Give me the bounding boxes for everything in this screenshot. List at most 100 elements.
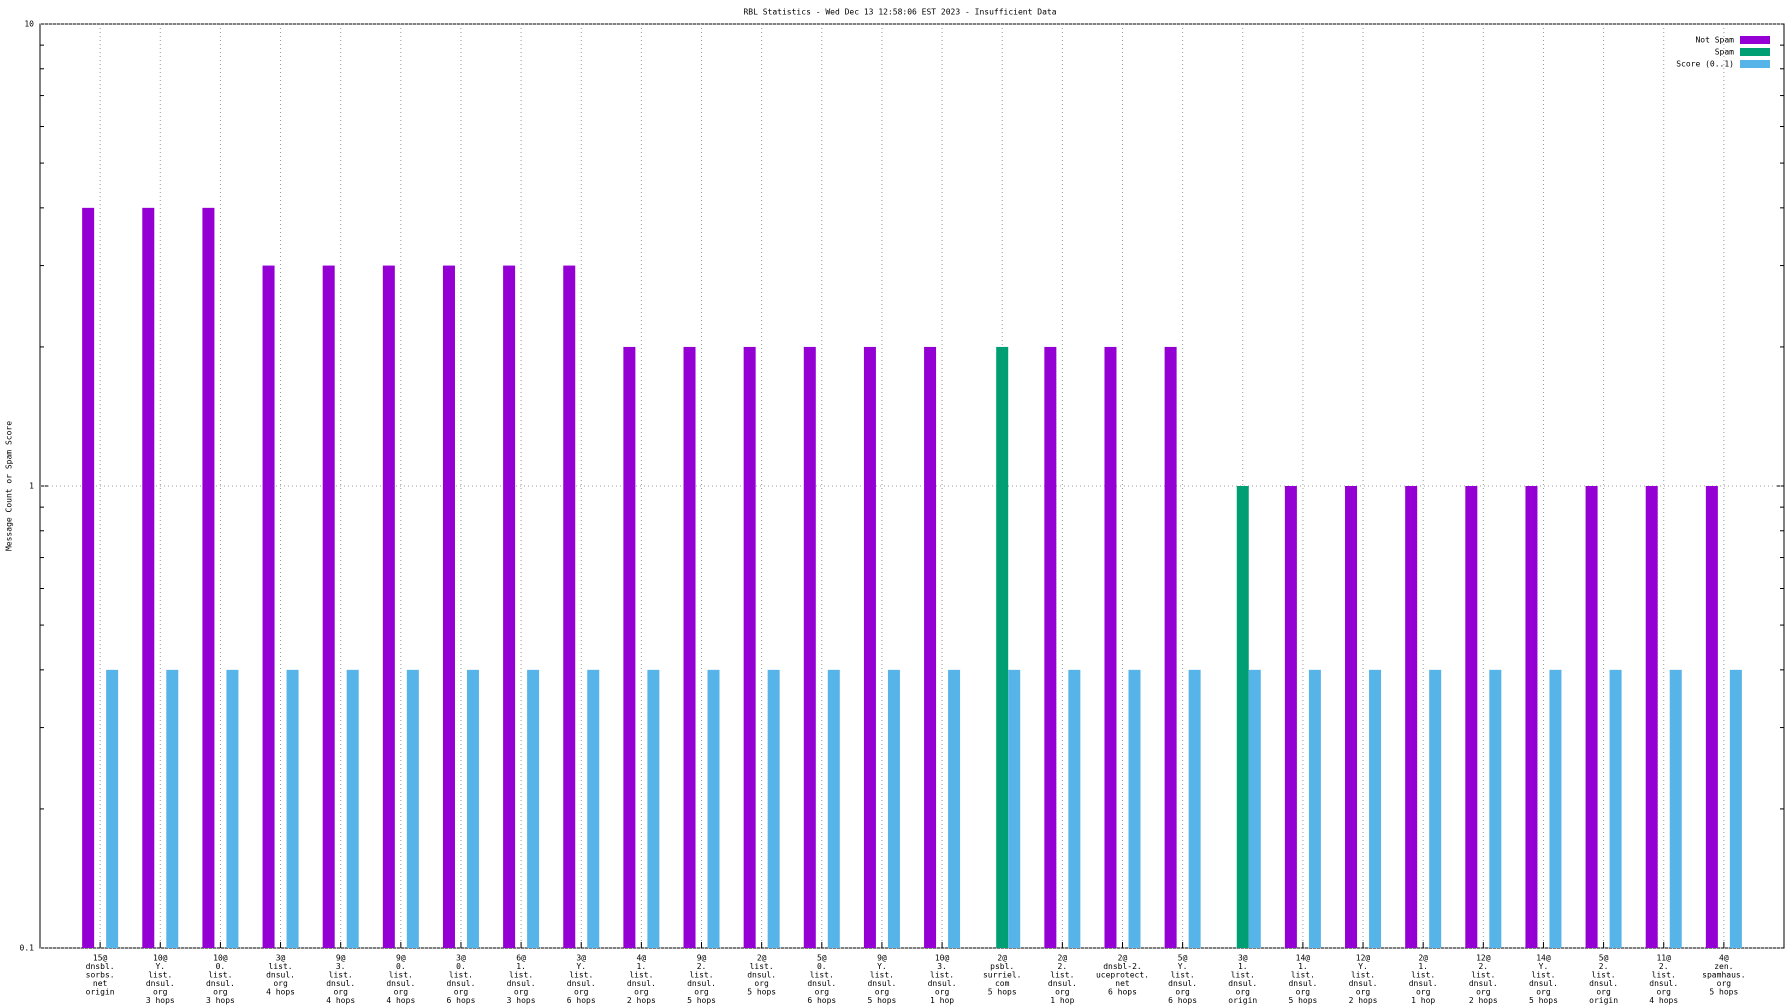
bar [1585, 486, 1598, 948]
x-tick-label: 5@ [1599, 954, 1609, 963]
chart-title: RBL Statistics - Wed Dec 13 12:58:06 EST… [743, 8, 1056, 17]
x-tick-label: 2@ [757, 954, 767, 963]
x-tick-label: dnsbl-2. [1103, 962, 1142, 971]
x-tick-label: list. [269, 962, 293, 971]
x-tick-label: org [1055, 988, 1070, 997]
x-tick-label: dnsul. [1228, 979, 1257, 988]
bar [1068, 669, 1081, 948]
x-tick-label: dnsul. [567, 979, 596, 988]
x-tick-label: 9@ [877, 954, 887, 963]
bar [1308, 669, 1321, 948]
bar [262, 265, 275, 949]
x-tick-label: 3 hops [146, 996, 175, 1005]
x-tick-label: dnsul. [1048, 979, 1077, 988]
x-tick-label: 4 hops [326, 996, 355, 1005]
x-tick-label: Y. [1178, 962, 1188, 971]
x-tick-label: 2@ [1118, 954, 1128, 963]
x-tick-label: net [1115, 979, 1130, 988]
x-tick-label: 0. [216, 962, 226, 971]
x-tick-label: 1. [637, 962, 647, 971]
x-tick-label: 5 hops [747, 988, 776, 997]
x-tick-label: 3@ [276, 954, 286, 963]
x-tick-label: Y. [1539, 962, 1549, 971]
x-tick-label: org [694, 988, 709, 997]
x-tick-label: dnsul. [867, 979, 896, 988]
legend-swatch [1740, 48, 1770, 56]
x-tick-label: 5 hops [867, 996, 896, 1005]
x-tick-label: list. [569, 971, 593, 980]
x-tick-label: 6@ [516, 954, 526, 963]
x-tick-label: 5 hops [1529, 996, 1558, 1005]
x-tick-label: 3 hops [507, 996, 536, 1005]
bar [767, 669, 780, 948]
x-tick-label: 4@ [637, 954, 647, 963]
x-tick-label: dnsul. [146, 979, 175, 988]
x-tick-label: 6 hops [1168, 996, 1197, 1005]
x-tick-label: dnsul. [266, 971, 295, 980]
bar [142, 207, 155, 949]
x-tick-label: 2@ [997, 954, 1007, 963]
bar [1236, 486, 1249, 948]
x-tick-label: com [995, 979, 1010, 988]
x-tick-label: org [333, 988, 348, 997]
bar [503, 265, 516, 949]
bar [106, 669, 119, 948]
x-tick-label: org [514, 988, 529, 997]
x-tick-label: 5 hops [687, 996, 716, 1005]
x-tick-label: dnsul. [807, 979, 836, 988]
x-tick-label: org [1656, 988, 1671, 997]
bar [743, 346, 756, 948]
x-tick-label: org [454, 988, 469, 997]
bar [527, 669, 540, 948]
bar [1044, 346, 1057, 948]
x-tick-label: 5 hops [1288, 996, 1317, 1005]
x-tick-label: 1. [1238, 962, 1248, 971]
x-tick-label: 2. [1058, 962, 1068, 971]
x-tick-label: list. [1652, 971, 1676, 980]
x-tick-label: org [213, 988, 228, 997]
x-tick-label: 3@ [1238, 954, 1248, 963]
bar [1705, 486, 1718, 948]
x-tick-label: list. [689, 971, 713, 980]
x-tick-label: 2. [697, 962, 707, 971]
x-tick-label: Y. [877, 962, 887, 971]
bar [1104, 346, 1117, 948]
bar [1609, 669, 1622, 948]
x-tick-label: 10@ [935, 954, 950, 963]
x-tick-label: org [1717, 979, 1732, 988]
x-tick-label: org [1536, 988, 1551, 997]
bar [1405, 486, 1418, 948]
x-tick-label: list. [1592, 971, 1616, 980]
x-tick-label: 4@ [1719, 954, 1729, 963]
x-tick-label: org [935, 988, 950, 997]
x-tick-label: 0. [396, 962, 406, 971]
x-tick-label: dnsul. [627, 979, 656, 988]
x-tick-label: list. [1471, 971, 1495, 980]
bar [322, 265, 335, 949]
x-tick-label: org [754, 979, 769, 988]
x-tick-label: dnsbl. [86, 962, 115, 971]
y-axis-label: Message Count or Spam Score [5, 421, 14, 551]
x-tick-label: dnsul. [386, 979, 415, 988]
x-tick-label: org [574, 988, 589, 997]
x-tick-label: dnsul. [1589, 979, 1618, 988]
x-tick-label: list. [329, 971, 353, 980]
x-tick-label: list. [389, 971, 413, 980]
bar [1345, 486, 1358, 948]
bar [346, 669, 359, 948]
x-tick-label: org [815, 988, 830, 997]
x-tick-label: 9@ [396, 954, 406, 963]
legend-swatch [1740, 60, 1770, 68]
bar [827, 669, 840, 948]
x-tick-label: list. [1351, 971, 1375, 980]
x-tick-label: dnsul. [928, 979, 957, 988]
x-tick-label: dnsul. [687, 979, 716, 988]
x-tick-label: 1 hop [1050, 996, 1074, 1005]
x-tick-label: 5 hops [1709, 988, 1738, 997]
x-tick-label: list. [930, 971, 954, 980]
bar [82, 207, 95, 949]
x-tick-label: org [1416, 988, 1431, 997]
x-tick-label: 9@ [336, 954, 346, 963]
x-tick-label: 3 hops [206, 996, 235, 1005]
x-tick-label: Y. [155, 962, 165, 971]
